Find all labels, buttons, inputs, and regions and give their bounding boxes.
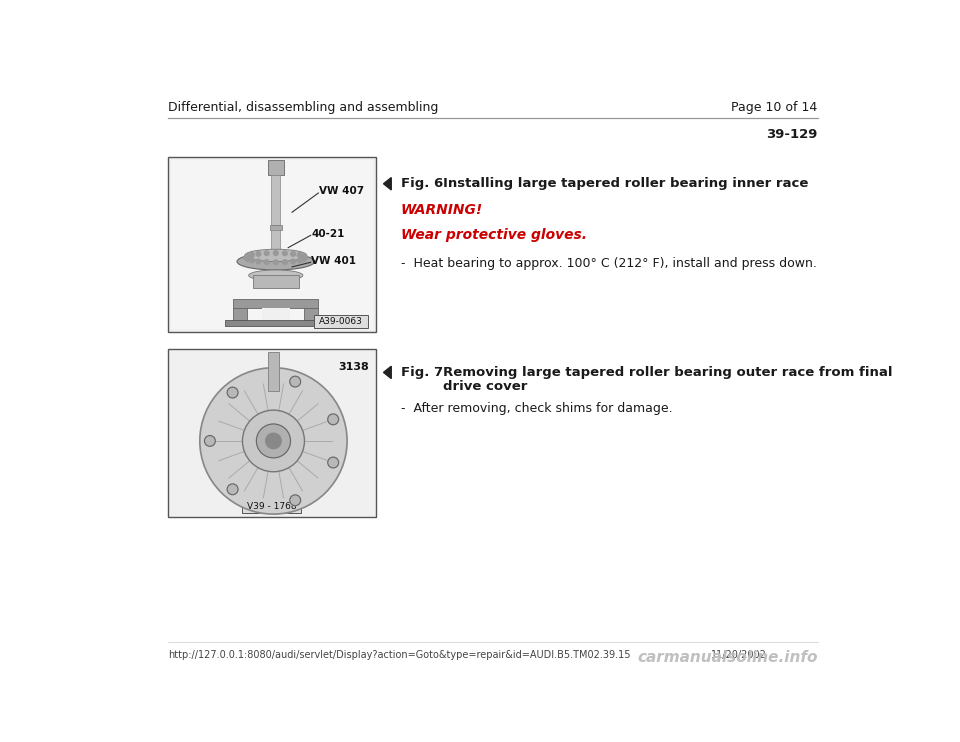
Circle shape [266, 433, 281, 449]
Circle shape [246, 257, 251, 261]
Circle shape [301, 254, 306, 258]
Text: VW 407: VW 407 [319, 186, 364, 197]
Circle shape [246, 254, 251, 258]
Text: 39-129: 39-129 [766, 128, 818, 140]
Bar [233, 309, 247, 320]
Polygon shape [383, 367, 392, 378]
Text: carmanualsoline.info: carmanualsoline.info [637, 649, 818, 665]
Circle shape [327, 414, 339, 424]
Text: Fig. 7: Fig. 7 [400, 367, 443, 379]
Text: -  Heat bearing to approx. 100° C (212° F), install and press down.: - Heat bearing to approx. 100° C (212° F… [400, 257, 816, 270]
Bar [268, 160, 283, 175]
Text: WARNING!: WARNING! [400, 203, 483, 217]
Text: Fig. 6: Fig. 6 [400, 177, 443, 190]
Circle shape [204, 436, 215, 447]
Bar [168, 349, 375, 517]
Bar [271, 175, 280, 226]
Circle shape [200, 368, 348, 514]
Circle shape [256, 252, 261, 256]
Bar [304, 309, 319, 320]
Ellipse shape [237, 253, 315, 270]
Circle shape [291, 259, 296, 263]
Circle shape [327, 457, 339, 468]
Circle shape [303, 255, 307, 260]
Bar [233, 299, 319, 309]
Circle shape [228, 484, 238, 495]
Text: V39 - 1768: V39 - 1768 [247, 502, 297, 511]
Circle shape [244, 255, 249, 260]
Circle shape [298, 252, 302, 257]
Text: Wear protective gloves.: Wear protective gloves. [400, 228, 587, 242]
Ellipse shape [249, 270, 303, 280]
Text: 40-21: 40-21 [311, 229, 345, 239]
Circle shape [250, 258, 254, 263]
Text: drive cover: drive cover [444, 380, 528, 393]
Text: Differential, disassembling and assembling: Differential, disassembling and assembli… [168, 102, 439, 114]
Text: Removing large tapered roller bearing outer race from final: Removing large tapered roller bearing ou… [444, 367, 893, 379]
Text: 3138: 3138 [339, 361, 370, 372]
Text: A39-0063: A39-0063 [319, 317, 363, 326]
Text: http://127.0.0.1:8080/audi/servlet/Display?action=Goto&type=repair&id=AUDI.B5.TM: http://127.0.0.1:8080/audi/servlet/Displ… [168, 649, 631, 660]
Text: VW 401: VW 401 [311, 256, 356, 266]
Text: Page 10 of 14: Page 10 of 14 [732, 102, 818, 114]
Circle shape [290, 376, 300, 387]
Circle shape [264, 251, 269, 255]
Circle shape [291, 252, 296, 256]
Bar [271, 230, 280, 253]
Circle shape [301, 257, 306, 261]
Ellipse shape [245, 249, 307, 261]
Text: -  After removing, check shims for damage.: - After removing, check shims for damage… [400, 402, 672, 416]
Bar [270, 226, 282, 230]
Polygon shape [383, 177, 392, 190]
Text: 11/20/2002: 11/20/2002 [710, 649, 766, 660]
Text: Installing large tapered roller bearing inner race: Installing large tapered roller bearing … [444, 177, 808, 190]
Bar [252, 275, 299, 288]
Bar [243, 500, 301, 513]
Circle shape [290, 495, 300, 505]
Bar [226, 320, 326, 326]
Bar [171, 352, 372, 514]
Bar [314, 315, 368, 328]
Circle shape [298, 258, 302, 263]
Circle shape [282, 260, 287, 264]
Circle shape [250, 252, 254, 257]
Bar [268, 352, 278, 391]
Circle shape [274, 251, 278, 255]
Bar [262, 309, 290, 320]
Bar [168, 157, 375, 332]
Circle shape [256, 424, 291, 458]
Bar [171, 160, 372, 329]
Circle shape [264, 260, 269, 264]
Circle shape [228, 387, 238, 398]
Circle shape [256, 259, 261, 263]
Circle shape [274, 260, 278, 265]
Circle shape [243, 410, 304, 472]
Circle shape [282, 251, 287, 255]
